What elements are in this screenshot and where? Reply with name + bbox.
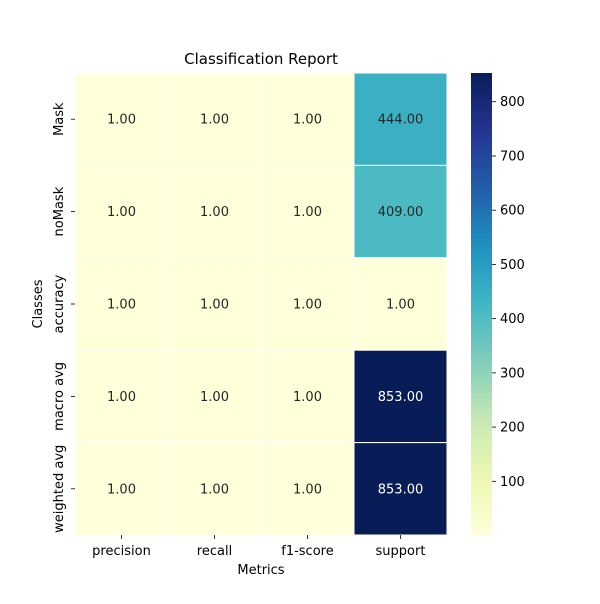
y-tick-label: accuracy (52, 274, 67, 333)
colorbar: 100 200 300 400 500 600 700 800 (471, 73, 525, 535)
x-axis-ticks: precision recall f1-score support (92, 535, 425, 559)
cell-label: 1.00 (386, 298, 415, 313)
x-tick-label: precision (92, 544, 151, 559)
heatmap-cell (353, 442, 448, 536)
heatmap-cell (74, 442, 169, 536)
heatmap-cell (74, 72, 169, 166)
x-tick-label: f1-score (281, 544, 333, 559)
colorbar-tick-label: 100 (500, 475, 525, 490)
cell-label: 409.00 (378, 205, 424, 220)
cell-label: 853.00 (378, 390, 424, 405)
cell-label: 1.00 (200, 205, 229, 220)
heatmap-cell (353, 349, 448, 444)
cell-label: 1.00 (200, 113, 229, 128)
chart-title: Classification Report (184, 50, 338, 68)
heatmap-cell (260, 442, 355, 536)
heatmap-cell (167, 72, 262, 166)
cell-label: 1.00 (293, 298, 322, 313)
y-tick-label: weighted avg (52, 445, 67, 533)
y-tick-label: noMask (52, 186, 67, 236)
heatmap-cells: 1.00 1.00 1.00 444.00 1.00 1.00 1.00 409.00 1.00… (74, 72, 448, 536)
cell-label: 1.00 (107, 298, 136, 313)
cell-label: 1.00 (200, 298, 229, 313)
colorbar-tick-label: 300 (500, 366, 525, 381)
heatmap-cell (260, 349, 355, 444)
x-axis-label: Metrics (237, 563, 284, 578)
colorbar-gradient (471, 73, 492, 535)
cell-label: 853.00 (378, 482, 424, 497)
x-tick-label: recall (197, 544, 232, 559)
cell-label: 444.00 (378, 113, 424, 128)
y-tick-label: Mask (52, 102, 67, 136)
heatmap-cell (167, 442, 262, 536)
heatmap-cell (74, 349, 169, 444)
y-axis-ticks: Mask noMask accuracy macro avg weighted avg (52, 102, 75, 533)
colorbar-tick-label: 500 (500, 258, 525, 273)
cell-label: 1.00 (293, 113, 322, 128)
cell-label: 1.00 (107, 482, 136, 497)
heatmap-cell (74, 164, 169, 259)
colorbar-tick-label: 200 (500, 421, 525, 436)
colorbar-tick-label: 700 (500, 149, 525, 164)
cell-label: 1.00 (200, 390, 229, 405)
heatmap-cell (353, 72, 448, 166)
colorbar-tick-label: 400 (500, 312, 525, 327)
cell-label: 1.00 (293, 390, 322, 405)
cell-label: 1.00 (107, 205, 136, 220)
cell-label: 1.00 (107, 390, 136, 405)
colorbar-tick-label: 600 (500, 204, 525, 219)
heatmap-cell (260, 72, 355, 166)
cell-label: 1.00 (200, 482, 229, 497)
heatmap-cell (353, 164, 448, 259)
cell-label: 1.00 (293, 482, 322, 497)
cell-label: 1.00 (107, 113, 136, 128)
y-tick-label: macro avg (52, 362, 67, 431)
colorbar-tick-label: 800 (500, 95, 525, 110)
y-axis-label: Classes (31, 279, 46, 328)
cell-label: 1.00 (293, 205, 322, 220)
heatmap-cell (167, 257, 262, 351)
heatmap-cell (353, 257, 448, 351)
heatmap-cell (167, 349, 262, 444)
x-tick-label: support (376, 544, 426, 559)
heatmap-cell (167, 164, 262, 259)
